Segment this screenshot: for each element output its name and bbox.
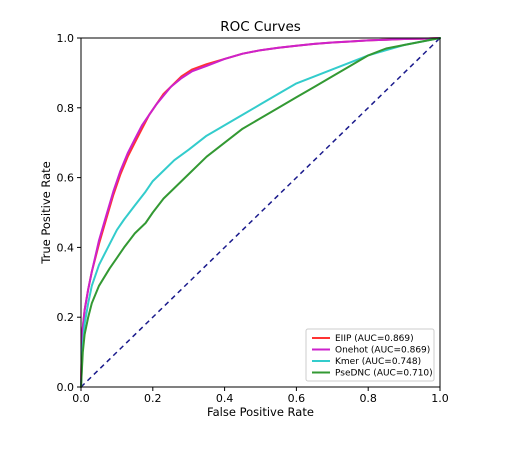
x-tick-label: 0.8	[359, 392, 377, 405]
legend-label: Kmer (AUC=0.748)	[335, 357, 421, 367]
y-axis-label: True Positive Rate	[39, 161, 53, 264]
diagonal-reference-line	[80, 37, 441, 388]
series-line-2	[80, 37, 441, 388]
x-tick-label: 0.0	[72, 392, 90, 405]
plot-frame	[80, 37, 441, 388]
y-tick-label: 0.0	[57, 381, 75, 394]
x-axis-label: False Positive Rate	[207, 405, 314, 419]
x-axis: 0.0 0.2 0.4 0.6 0.8 1.0	[72, 387, 449, 405]
y-tick-label: 0.8	[57, 102, 75, 115]
x-tick-label: 0.2	[144, 392, 162, 405]
series-line-3	[80, 37, 441, 388]
x-tick-label: 0.4	[216, 392, 234, 405]
y-tick-label: 0.6	[57, 172, 75, 185]
y-tick-label: 0.4	[57, 241, 75, 254]
plot-area	[80, 37, 441, 388]
legend-label: PseDNC (AUC=0.710)	[335, 369, 433, 379]
y-axis: 0.0 0.2 0.4 0.6 0.8 1.0	[57, 32, 81, 394]
y-tick-label: 0.2	[57, 311, 75, 324]
x-tick-label: 1.0	[431, 392, 449, 405]
legend-box	[305, 328, 435, 382]
chart-title: ROC Curves	[220, 19, 301, 35]
legend: EIIP (AUC=0.869) Onehot (AUC=0.869)Kmer (…	[305, 328, 435, 382]
legend-label: Onehot (AUC=0.869)	[335, 346, 430, 356]
y-tick-label: 1.0	[57, 32, 75, 45]
x-tick-label: 0.6	[288, 392, 306, 405]
legend-label: EIIP (AUC=0.869)	[335, 334, 414, 344]
series-line-1	[80, 37, 441, 388]
